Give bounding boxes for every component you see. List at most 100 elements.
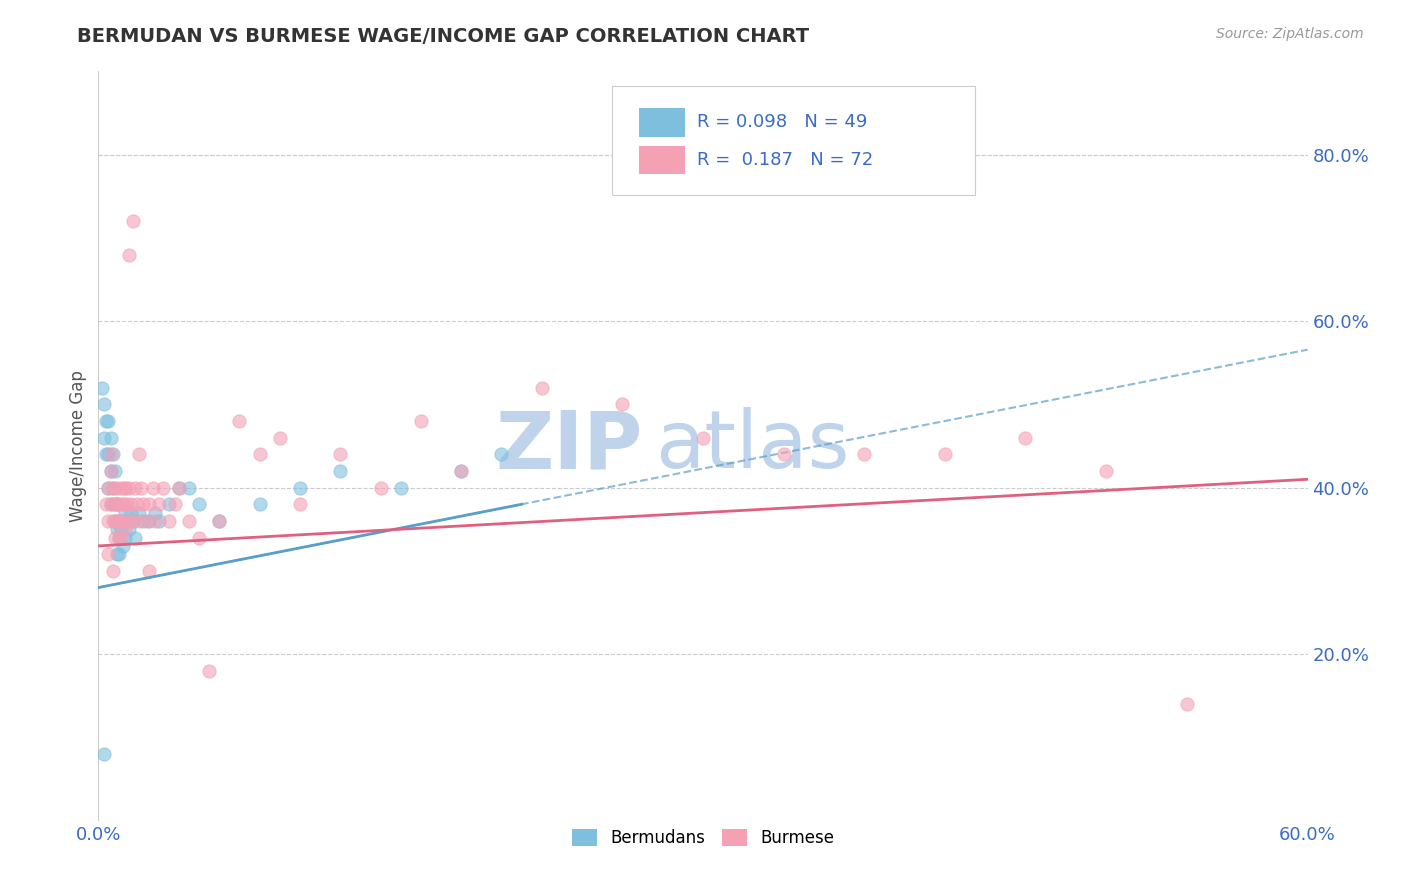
Point	[124, 531, 146, 545]
Point	[107, 514, 129, 528]
Point	[105, 497, 128, 511]
Point	[105, 497, 128, 511]
Point	[138, 497, 160, 511]
Point	[530, 381, 553, 395]
Point	[138, 514, 160, 528]
Point	[329, 447, 352, 461]
Point	[1175, 697, 1198, 711]
Point	[120, 497, 142, 511]
Point	[114, 481, 136, 495]
Text: BERMUDAN VS BURMESE WAGE/INCOME GAP CORRELATION CHART: BERMUDAN VS BURMESE WAGE/INCOME GAP CORR…	[77, 27, 810, 45]
Point	[179, 514, 201, 528]
Point	[93, 397, 115, 411]
Point	[100, 497, 122, 511]
Point	[115, 497, 138, 511]
Point	[97, 414, 120, 428]
Point	[138, 564, 160, 578]
Point	[612, 397, 634, 411]
Point	[120, 506, 142, 520]
Point	[157, 514, 180, 528]
Point	[97, 547, 120, 561]
Point	[111, 497, 134, 511]
Y-axis label: Wage/Income Gap: Wage/Income Gap	[69, 370, 87, 522]
Point	[105, 547, 128, 561]
Point	[100, 497, 122, 511]
Point	[100, 464, 122, 478]
Point	[450, 464, 472, 478]
Point	[111, 514, 134, 528]
Point	[167, 481, 190, 495]
Point	[118, 481, 141, 495]
Point	[128, 447, 150, 461]
Point	[101, 481, 124, 495]
Point	[105, 514, 128, 528]
Point	[450, 464, 472, 478]
Point	[148, 497, 170, 511]
Point	[208, 514, 231, 528]
Text: ZIP: ZIP	[495, 407, 643, 485]
Point	[93, 747, 115, 761]
Point	[370, 481, 392, 495]
Point	[121, 214, 143, 228]
Point	[96, 447, 118, 461]
Point	[105, 522, 128, 536]
Point	[91, 381, 114, 395]
Point	[96, 414, 118, 428]
Point	[114, 506, 136, 520]
Point	[110, 531, 132, 545]
Point	[101, 481, 124, 495]
Point	[198, 664, 221, 678]
Point	[163, 497, 186, 511]
Point	[128, 506, 150, 520]
Point	[115, 514, 138, 528]
Point	[100, 447, 122, 461]
Point	[118, 247, 141, 261]
Point	[100, 431, 122, 445]
Point	[124, 481, 146, 495]
Point	[853, 447, 876, 461]
Point	[491, 447, 513, 461]
Text: Source: ZipAtlas.com: Source: ZipAtlas.com	[1216, 27, 1364, 41]
Point	[288, 497, 311, 511]
Point	[121, 514, 143, 528]
Point	[114, 531, 136, 545]
Point	[103, 514, 125, 528]
Point	[249, 497, 271, 511]
Point	[107, 497, 129, 511]
Point	[269, 431, 291, 445]
Point	[772, 447, 794, 461]
Point	[103, 531, 125, 545]
Point	[111, 497, 134, 511]
Point	[110, 522, 132, 536]
Point	[103, 514, 125, 528]
Point	[107, 531, 129, 545]
Point	[121, 514, 143, 528]
Point	[125, 497, 148, 511]
Point	[96, 497, 118, 511]
Point	[143, 514, 166, 528]
Point	[101, 447, 124, 461]
Point	[118, 522, 141, 536]
Point	[103, 497, 125, 511]
Point	[167, 481, 190, 495]
Point	[107, 547, 129, 561]
Point	[129, 481, 152, 495]
Point	[148, 514, 170, 528]
Text: R =  0.187   N = 72: R = 0.187 N = 72	[697, 151, 873, 169]
Point	[228, 414, 250, 428]
Point	[188, 497, 211, 511]
Point	[692, 431, 714, 445]
Point	[128, 514, 150, 528]
FancyBboxPatch shape	[638, 145, 685, 174]
Point	[101, 564, 124, 578]
Point	[97, 447, 120, 461]
Point	[93, 431, 115, 445]
Text: atlas: atlas	[655, 407, 849, 485]
Point	[111, 514, 134, 528]
Point	[103, 497, 125, 511]
Point	[188, 531, 211, 545]
Point	[1095, 464, 1118, 478]
Legend: Bermudans, Burmese: Bermudans, Burmese	[565, 822, 841, 854]
Point	[288, 481, 311, 495]
Point	[114, 481, 136, 495]
